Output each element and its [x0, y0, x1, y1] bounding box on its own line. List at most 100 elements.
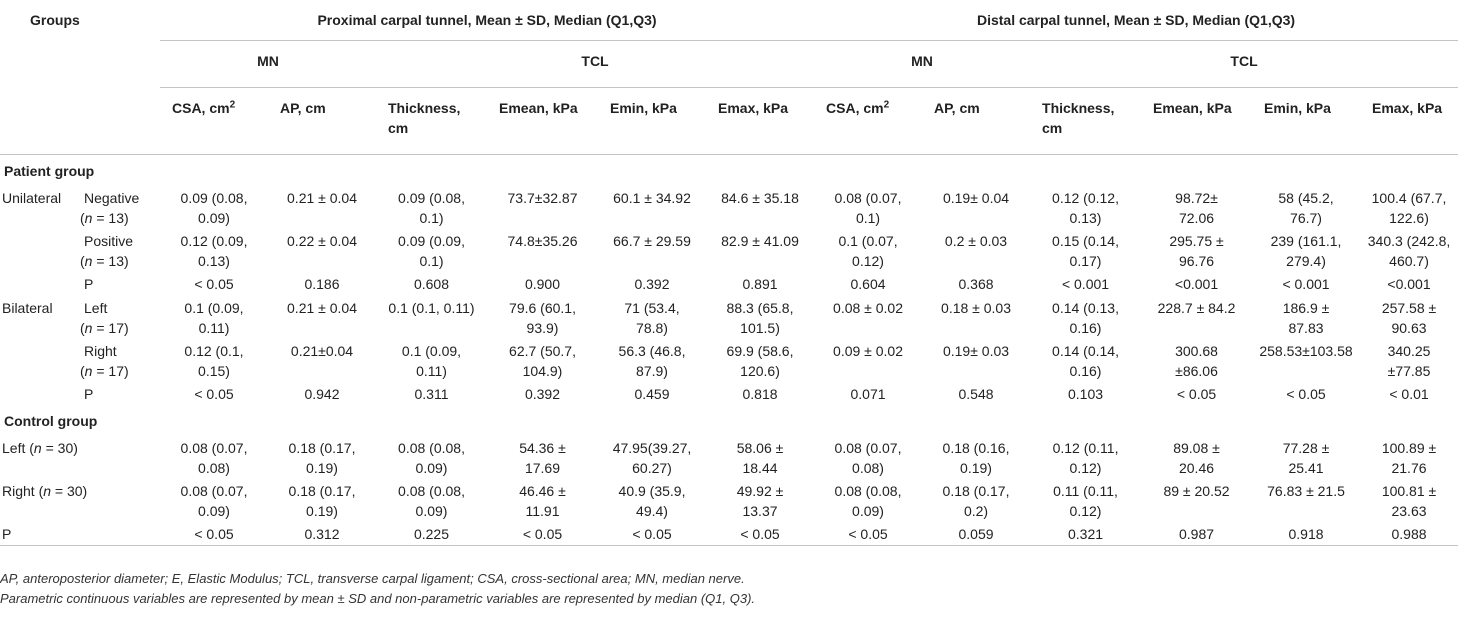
- cell-line: 340.25: [1387, 343, 1431, 359]
- table-cell: 0.608: [376, 271, 487, 295]
- cell-line: 0.08 (0.08,: [398, 483, 465, 499]
- table-row: Left (n = 30) 0.08 (0.07, 0.08) 0.18 (0.17,…: [0, 435, 1458, 478]
- cell-line: 78.8): [636, 320, 668, 336]
- cell-line: 60.27): [632, 460, 672, 476]
- table-cell: 0.09 (0.08, 0.1): [376, 185, 487, 228]
- table-row: Right (n = 17) 0.12 (0.1, 0.15) 0.21±0.04 0.1…: [0, 338, 1458, 381]
- table-cell: 0.186: [268, 271, 376, 295]
- cell-line: < 0.001: [1282, 276, 1330, 292]
- table-cell: 84.6 ± 35.18: [706, 185, 814, 228]
- cell-line: 25.41: [1288, 460, 1324, 476]
- cell-line: < 0.001: [1061, 276, 1110, 292]
- cell-line: 0.1): [419, 210, 444, 226]
- table-cell: 0.18 (0.17, 0.19): [268, 478, 376, 521]
- cell-line: 84.6 ± 35.18: [721, 190, 799, 206]
- table-cell: 0.12 (0.12, 0.13): [1030, 185, 1141, 228]
- table-cell: 82.9 ± 41.09: [706, 228, 814, 271]
- table-cell: 0.225: [376, 521, 487, 546]
- cell-line: 239 (161.1,: [1270, 233, 1342, 249]
- cell-line: 90.63: [1391, 320, 1427, 336]
- table-cell: 0.08 ± 0.02: [814, 295, 922, 338]
- cell-line: 0.186: [304, 276, 340, 292]
- cell-line: < 0.05: [194, 526, 234, 542]
- table-cell: 0.392: [487, 381, 598, 405]
- cell-line: 0.17): [1069, 253, 1102, 269]
- table-row: P < 0.05 0.312 0.225 < 0.05 < 0.05 < 0.05 < 0.0…: [0, 521, 1458, 546]
- cell-line: 0.392: [524, 386, 561, 402]
- section-patient: Patient group: [4, 163, 95, 179]
- cell-line: 0.08 (0.07,: [180, 440, 248, 456]
- cell-line: 0.18 (0.17,: [942, 483, 1010, 499]
- cell-line: 460.7): [1389, 253, 1429, 269]
- distal-header: Distal carpal tunnel, Mean ± SD, Median …: [814, 0, 1458, 41]
- table-cell: 46.46 ± 11.91: [487, 478, 598, 521]
- cell-line: 0.09): [198, 503, 230, 519]
- table-cell: 66.7 ± 29.59: [598, 228, 706, 271]
- table-cell: 0.059: [922, 521, 1031, 546]
- row-label: Unilateral Negative (n = 13): [0, 185, 160, 228]
- table-cell: < 0.05: [598, 521, 706, 546]
- cell-line: 93.9): [526, 320, 559, 336]
- table-cell: <0.001: [1360, 271, 1458, 295]
- cell-line: 40.9 (35.9,: [618, 483, 686, 499]
- cell-line: 47.95(39.27,: [612, 440, 692, 456]
- row-label: Left (n = 30): [2, 440, 78, 456]
- table-cell: 0.987: [1141, 521, 1253, 546]
- group-label: Bilateral: [2, 300, 53, 316]
- cell-line: 0.12): [1069, 503, 1102, 519]
- proximal-header: Proximal carpal tunnel, Mean ± SD, Media…: [160, 0, 815, 41]
- col-thickness: Thickness, cm: [376, 87, 487, 155]
- table-cell: < 0.05: [706, 521, 815, 546]
- table-cell: 0.900: [487, 271, 598, 295]
- cell-line: 0.09 (0.08,: [398, 190, 465, 206]
- cell-line: 0.891: [742, 276, 778, 292]
- cell-line: 76.83 ± 21.5: [1267, 483, 1345, 499]
- results-table: Groups Proximal carpal tunnel, Mean ± SD…: [0, 0, 1458, 546]
- table-cell: 0.1 (0.09, 0.11): [160, 295, 268, 338]
- cell-line: 0.059: [958, 526, 994, 542]
- subgroup-n: (n = 13): [80, 210, 129, 226]
- col-emax: Emax, kPa: [1360, 87, 1458, 155]
- cell-line: 0.11 (0.11,: [1053, 483, 1118, 499]
- cell-line: 49.4): [636, 503, 668, 519]
- table-cell: 0.09 ± 0.02: [814, 338, 922, 381]
- cell-line: 82.9 ± 41.09: [721, 233, 799, 249]
- cell-line: 69.9 (58.6,: [726, 343, 794, 359]
- cell-line: 0.09): [198, 210, 230, 226]
- cell-line: 0.19): [306, 503, 338, 519]
- cell-line: 0.1 (0.09,: [184, 300, 244, 316]
- group-label: [2, 274, 84, 294]
- cell-line: 0.19): [960, 460, 992, 476]
- table-cell: <0.001: [1141, 271, 1252, 295]
- cell-line: 0.08 ± 0.02: [833, 300, 903, 316]
- cell-line: 20.46: [1178, 460, 1215, 476]
- table-cell: 0.14 (0.14, 0.16): [1030, 338, 1141, 381]
- cell-line: 89 ± 20.52: [1163, 483, 1230, 499]
- cell-line: < 0.01: [1389, 386, 1429, 402]
- table-cell: 0.1 (0.07, 0.12): [814, 228, 922, 271]
- cell-line: 58 (45.2,: [1278, 190, 1334, 206]
- cell-line: 0.12 (0.12,: [1052, 190, 1119, 206]
- cell-line: 0.21 ± 0.04: [287, 300, 357, 316]
- table-cell: 0.14 (0.13, 0.16): [1030, 295, 1141, 338]
- section-control: Control group: [4, 413, 98, 429]
- cell-line: 0.818: [742, 386, 778, 402]
- cell-line: 228.7 ± 84.2: [1157, 300, 1236, 316]
- note-abbreviations: AP, anteroposterior diameter; E, Elastic…: [0, 571, 745, 586]
- table-cell: 0.312: [268, 521, 376, 546]
- cell-line: 0.09 (0.09,: [398, 233, 465, 249]
- row-label: P: [0, 271, 160, 295]
- table-row: Bilateral Left (n = 17) 0.1 (0.09, 0.11) 0.21…: [0, 295, 1458, 338]
- cell-line: 54.36 ±: [519, 440, 566, 456]
- cell-line: 0.19± 0.04: [942, 190, 1010, 206]
- table-cell: < 0.05: [487, 521, 598, 546]
- row-label: Right (n = 30): [2, 483, 88, 499]
- table-cell: < 0.05: [160, 521, 268, 546]
- cell-line: 0.19± 0.03: [942, 343, 1010, 359]
- cell-line: 0.14 (0.14,: [1052, 343, 1119, 359]
- cell-line: 0.1 (0.09,: [401, 343, 462, 359]
- table-cell: 0.1 (0.09, 0.11): [376, 338, 487, 381]
- cell-line: 122.6): [1389, 210, 1429, 226]
- table-cell: 186.9 ± 87.83: [1252, 295, 1360, 338]
- table-cell: 0.071: [814, 381, 922, 405]
